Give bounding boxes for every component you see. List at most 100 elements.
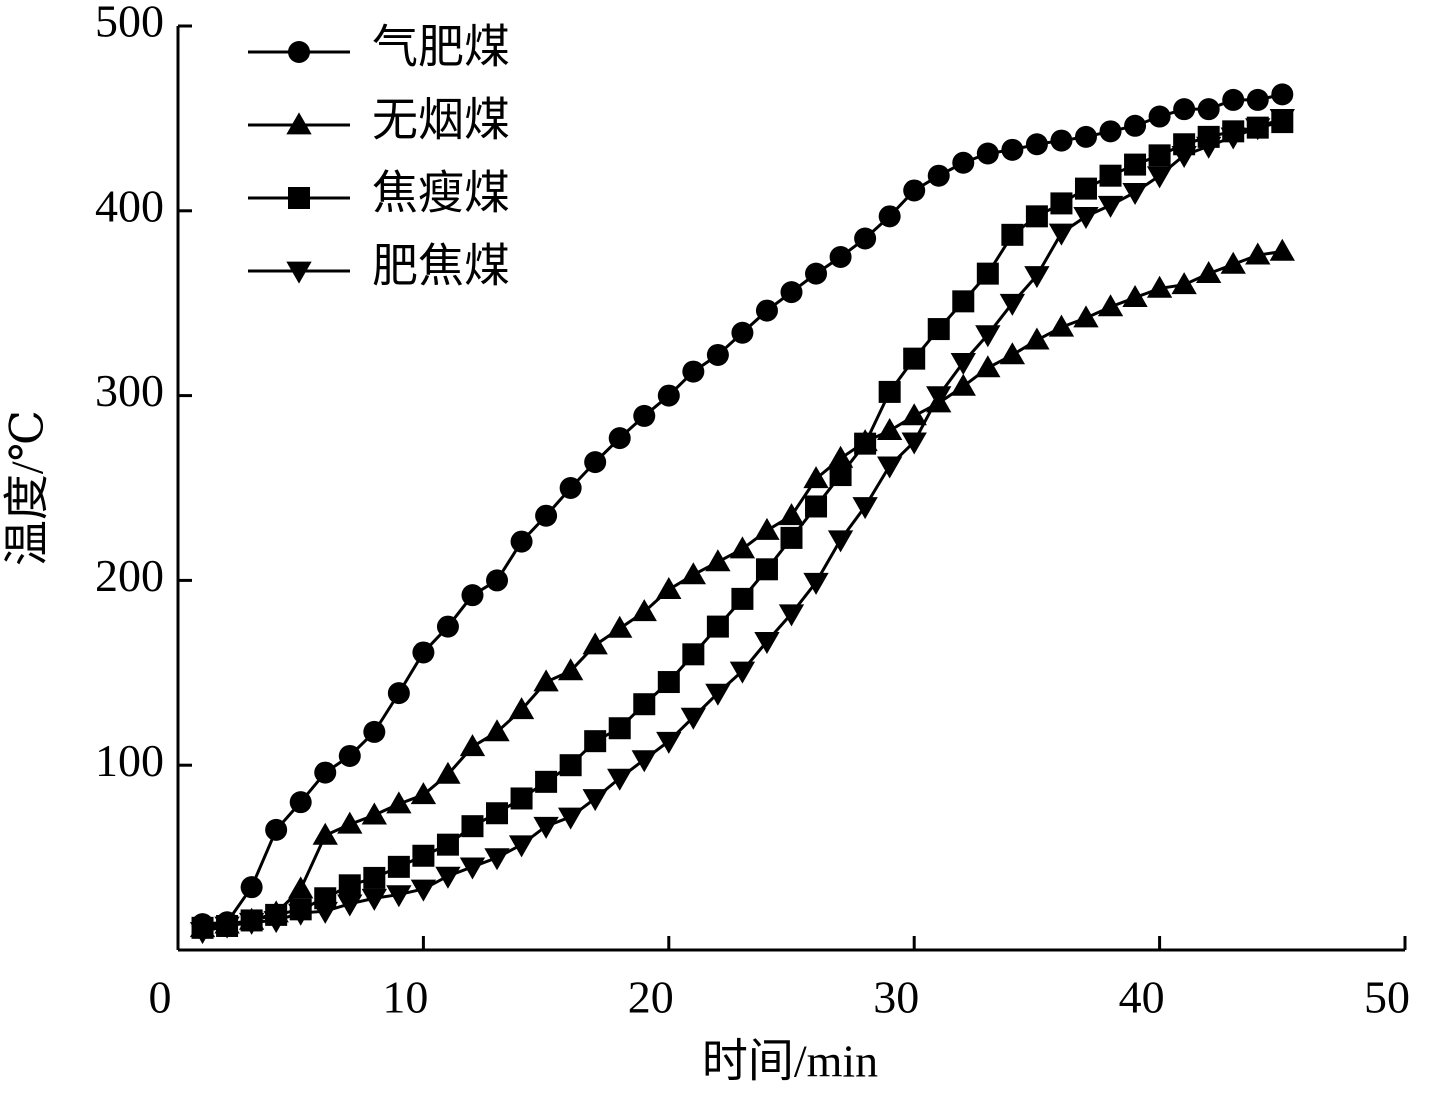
marker xyxy=(1222,88,1245,111)
marker xyxy=(1269,109,1295,132)
marker xyxy=(927,164,950,187)
marker xyxy=(731,321,754,344)
marker xyxy=(803,466,829,489)
marker xyxy=(1122,182,1148,205)
y-tick-label: 500 xyxy=(95,0,164,47)
marker xyxy=(682,360,705,383)
marker xyxy=(338,744,361,767)
marker xyxy=(657,671,680,694)
marker xyxy=(829,246,852,268)
marker xyxy=(999,293,1026,316)
marker xyxy=(1050,192,1073,215)
marker xyxy=(877,418,903,441)
marker xyxy=(976,142,999,165)
marker xyxy=(263,911,289,934)
marker xyxy=(484,848,510,871)
marker xyxy=(582,632,608,655)
marker xyxy=(338,874,361,897)
marker xyxy=(508,835,535,858)
marker xyxy=(363,866,386,889)
x-tick-label: 30 xyxy=(873,972,919,1023)
marker xyxy=(680,707,706,730)
series-line xyxy=(202,120,1283,930)
marker xyxy=(926,386,952,409)
marker xyxy=(412,641,435,664)
marker xyxy=(533,816,559,839)
marker xyxy=(1097,195,1124,218)
marker xyxy=(901,403,927,426)
marker xyxy=(975,355,1001,378)
marker xyxy=(1148,144,1171,167)
marker xyxy=(754,632,780,655)
legend-marker xyxy=(288,41,310,63)
marker xyxy=(950,373,976,396)
marker xyxy=(778,604,805,627)
legend-label: 焦瘦煤 xyxy=(372,168,510,219)
marker xyxy=(877,456,903,479)
marker xyxy=(1074,125,1097,148)
marker xyxy=(361,888,387,911)
marker xyxy=(901,432,927,455)
x-tick-label: 20 xyxy=(628,972,674,1023)
x-axis-label: 时间/min xyxy=(702,1036,878,1087)
marker xyxy=(1171,272,1197,295)
marker xyxy=(729,661,756,684)
marker xyxy=(927,318,950,341)
marker xyxy=(1048,223,1075,246)
marker xyxy=(1001,223,1024,246)
marker xyxy=(608,427,631,450)
marker xyxy=(657,384,680,407)
marker xyxy=(435,866,461,889)
legend-marker xyxy=(288,187,310,209)
marker xyxy=(778,503,805,526)
marker xyxy=(754,517,780,540)
marker xyxy=(780,281,803,304)
marker xyxy=(1025,205,1048,228)
y-tick-label: 400 xyxy=(95,180,164,231)
marker xyxy=(827,530,854,553)
marker xyxy=(240,876,263,899)
marker xyxy=(1246,88,1269,111)
marker xyxy=(412,844,435,867)
marker xyxy=(410,879,437,902)
marker xyxy=(363,720,386,743)
marker xyxy=(976,262,999,285)
marker xyxy=(533,669,559,692)
marker xyxy=(312,822,338,845)
marker xyxy=(1074,177,1097,200)
marker xyxy=(607,768,633,791)
marker xyxy=(288,876,314,899)
marker xyxy=(1146,166,1173,189)
marker xyxy=(1197,98,1220,121)
marker xyxy=(486,569,509,592)
marker xyxy=(1122,285,1148,308)
marker xyxy=(584,451,607,474)
x-tick-label: 40 xyxy=(1119,972,1165,1023)
y-tick-label: 300 xyxy=(95,365,164,416)
marker xyxy=(829,464,852,487)
marker xyxy=(337,894,363,917)
marker xyxy=(1146,275,1173,298)
marker xyxy=(1025,133,1048,156)
marker xyxy=(705,549,731,572)
marker xyxy=(878,205,901,228)
marker xyxy=(314,761,337,784)
marker xyxy=(1048,314,1075,337)
marker xyxy=(1173,98,1196,121)
marker xyxy=(410,782,437,805)
marker xyxy=(435,761,461,784)
marker xyxy=(805,262,828,285)
marker xyxy=(633,404,656,427)
marker xyxy=(387,855,410,878)
marker xyxy=(852,497,878,520)
marker xyxy=(1220,127,1246,150)
y-tick-label: 100 xyxy=(95,735,164,786)
marker xyxy=(436,833,459,856)
marker xyxy=(584,730,607,753)
marker xyxy=(633,693,656,716)
legend-marker xyxy=(286,261,312,284)
marker xyxy=(631,750,657,773)
marker xyxy=(682,643,705,666)
marker xyxy=(1099,164,1122,187)
marker xyxy=(999,342,1026,365)
